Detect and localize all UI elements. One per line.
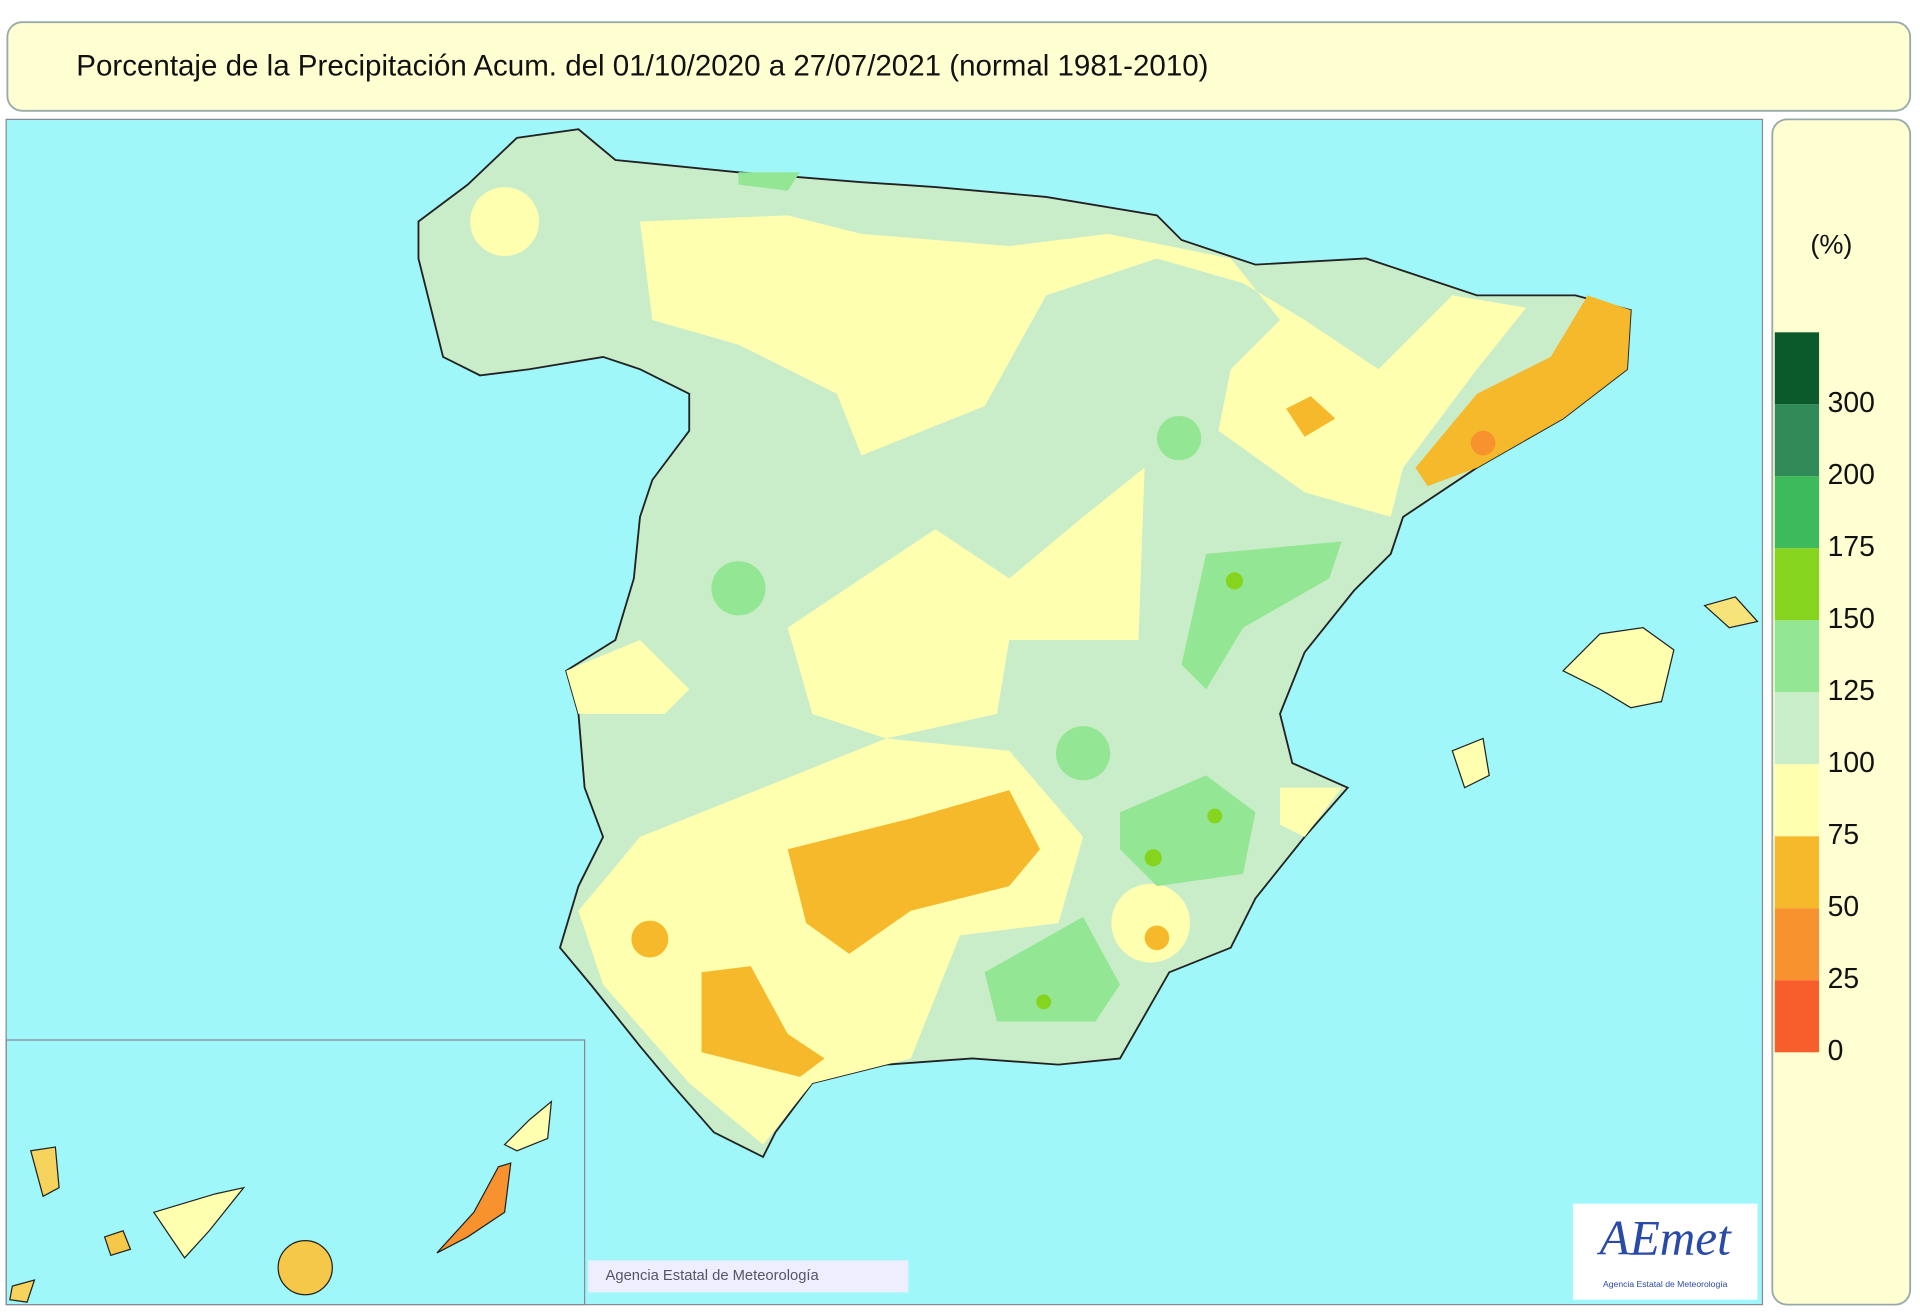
- menorca: [1703, 596, 1759, 629]
- legend-swatch: [1774, 836, 1820, 909]
- legend-swatch: [1774, 908, 1820, 981]
- legend-tick-label: 200: [1828, 458, 1875, 490]
- legend-swatch: [1774, 404, 1820, 477]
- zones-50-75: [631, 295, 1631, 1077]
- logo-box: [1572, 1203, 1758, 1300]
- credit: Agencia Estatal de Meteorología: [606, 1268, 820, 1284]
- zone-25-50: [1470, 430, 1496, 456]
- legend-tick-label: 125: [1828, 674, 1875, 706]
- legend-tick-label: 50: [1828, 890, 1859, 922]
- legend-tick-label: 75: [1828, 818, 1859, 850]
- canarias-inset: [5, 1039, 586, 1306]
- credit-box: [588, 1260, 909, 1293]
- legend-tick-label: 0: [1828, 1034, 1844, 1066]
- legend-swatch: [1774, 620, 1820, 693]
- legend: 300 200 175 150 125 100 75 50 25 0: [1774, 332, 1875, 1066]
- ibiza: [1451, 737, 1490, 789]
- legend-swatch: [1774, 764, 1820, 837]
- legend-tick-label: 175: [1828, 530, 1875, 562]
- legend-unit: (%): [1810, 228, 1852, 259]
- title-box: [6, 21, 1912, 112]
- canarias: [9, 1100, 553, 1303]
- legend-swatch: [1774, 548, 1820, 621]
- title: Porcentaje de la Precipitación Acum. del…: [76, 49, 1208, 82]
- legend-tick-label: 100: [1828, 746, 1875, 778]
- legend-swatch: [1774, 980, 1820, 1053]
- zones-150-175: [1036, 572, 1244, 1010]
- legend-tick-label: 150: [1828, 602, 1875, 634]
- legend-tick-label: 25: [1828, 962, 1859, 994]
- legend-swatch: [1774, 476, 1820, 549]
- legend-tick-label: 300: [1828, 386, 1875, 418]
- mallorca: [1562, 627, 1675, 709]
- logo-subtitle: Agencia Estatal de Meteorología: [1603, 1279, 1728, 1289]
- legend-swatch: [1774, 332, 1820, 405]
- legend-swatch: [1774, 692, 1820, 765]
- logo: AEmet: [1597, 1210, 1733, 1265]
